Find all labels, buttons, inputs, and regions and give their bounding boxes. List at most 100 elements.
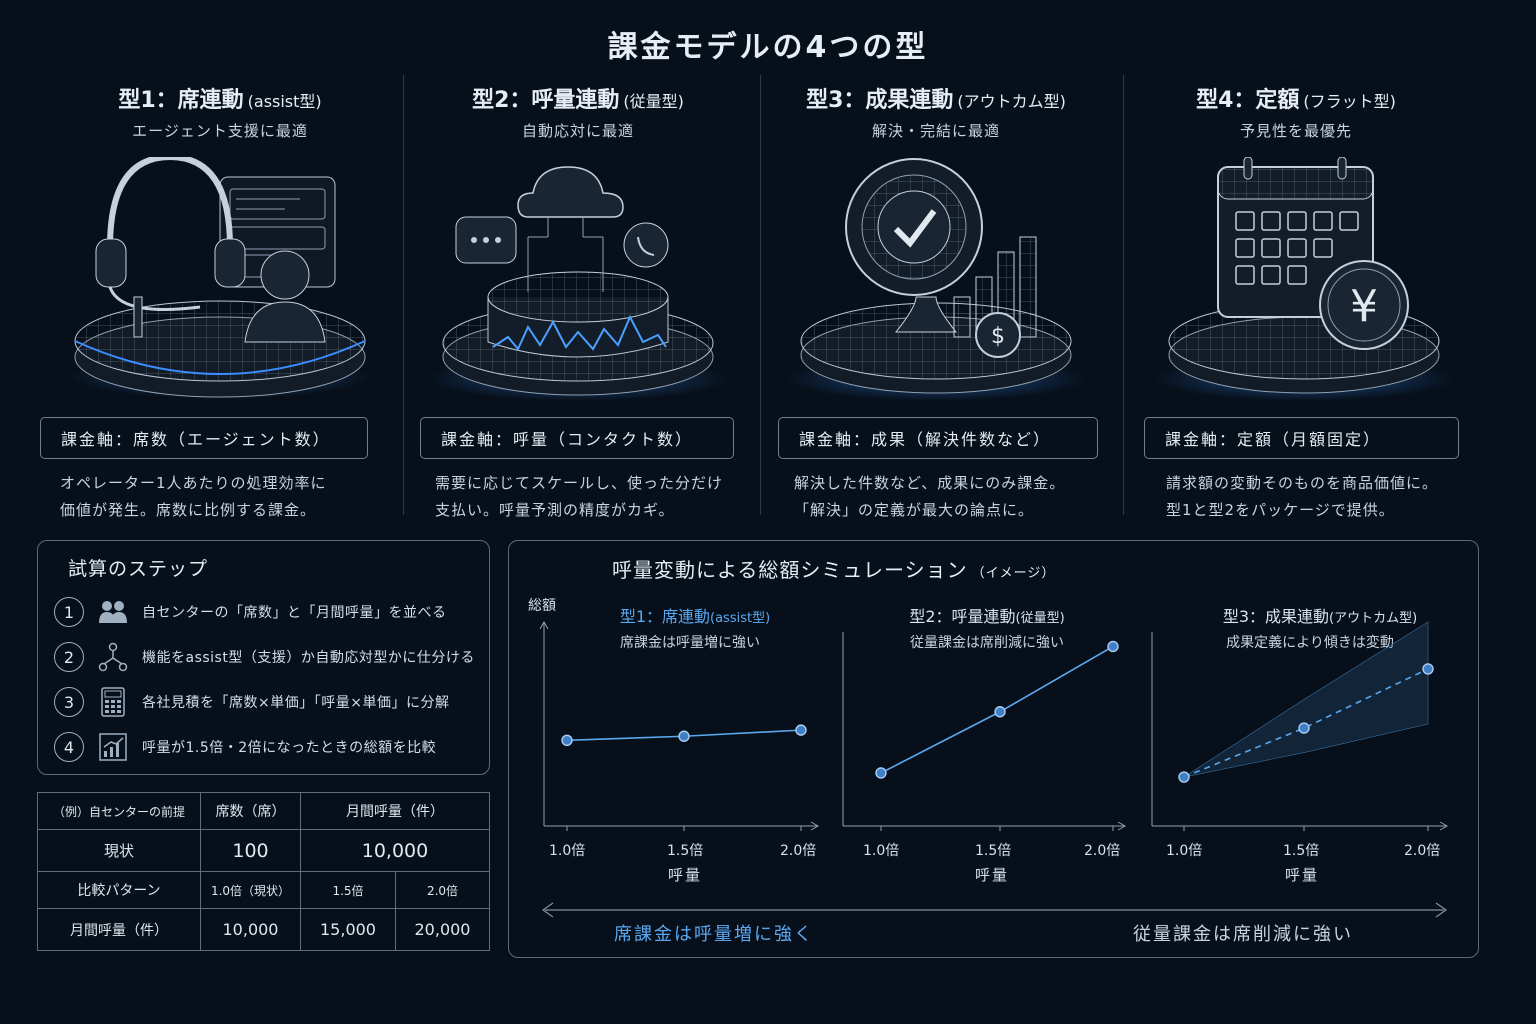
- bottom-right-caption: 従量課金は席削減に強い: [1133, 924, 1353, 945]
- model-description: オペレーター1人あたりの処理効率に 価値が発生。席数に比例する課金。: [60, 474, 327, 519]
- data-point: [1107, 640, 1119, 653]
- chart-title: 型2：呼量連動(従量型): [909, 607, 1065, 626]
- calendar-yen-icon: ¥: [1154, 157, 1454, 401]
- svg-text:¥: ¥: [1350, 281, 1378, 332]
- model-column-3: 型3：成果連動 (アウトカム型) 解決・完結に最適 $ 課金軸：成果（解決件数など…: [756, 72, 1116, 522]
- data-point: [1178, 771, 1190, 783]
- branch-icon: [96, 642, 130, 672]
- model-column-4: 型4：定額 (フラット型) 予見性を最優先 ¥ 課金軸：定額（月額固定） 請求額の…: [1116, 72, 1476, 522]
- model-description: 解決した件数など、成果にのみ課金。 「解決」の定義が最大の論点に。: [794, 474, 1066, 519]
- step-number: 2: [54, 642, 84, 672]
- table-row: 比較パターン 1.0倍（現状） 1.5倍 2.0倍: [37, 871, 490, 909]
- model-heading: 型2：呼量連動 (従量型): [472, 88, 684, 113]
- page-title: 課金モデルの4つの型: [607, 30, 929, 65]
- column-divider: [1123, 75, 1124, 515]
- chart-title: 型1：席連動(assist型): [619, 607, 771, 626]
- step-number: 1: [54, 597, 84, 627]
- billing-axis-box: 課金軸：定額（月額固定）: [1144, 417, 1459, 459]
- model-heading: 型1：席連動 (assist型): [118, 88, 322, 113]
- chart-title: 型3：成果連動(アウトカム型): [1222, 607, 1418, 626]
- people-icon: [96, 597, 130, 627]
- y-axis-arrow: [539, 620, 549, 630]
- data-point: [678, 730, 690, 742]
- table-cell: （例）自センターの前提: [37, 792, 201, 830]
- step-row-4: 4 呼量が1.5倍・2倍になったときの総額を比較: [54, 730, 436, 764]
- column-divider: [403, 75, 404, 515]
- x-tick-label: 1.5倍: [975, 843, 1012, 859]
- series-line: [1183, 668, 1429, 778]
- step-row-1: 1 自センターの「席数」と「月間呼量」を並べる: [54, 595, 447, 629]
- cloud-waveform-icon: [428, 166, 728, 401]
- column-divider: [760, 75, 761, 515]
- x-axis-arrow: [1117, 821, 1127, 831]
- checkmark-target-icon: $: [786, 158, 1086, 401]
- x-axis-arrow: [810, 821, 820, 831]
- chart-subtitle: 従量課金は席削減に強い: [910, 635, 1064, 651]
- uncertainty-band: [1183, 621, 1429, 778]
- step-number: 4: [54, 732, 84, 762]
- x-tick-label: 1.0倍: [863, 843, 900, 859]
- model-tagline: 自動応対に最適: [521, 122, 634, 140]
- simulation-panel: [508, 540, 1479, 958]
- data-point: [561, 734, 573, 747]
- table-cell: 1.0倍（現状）: [200, 871, 301, 909]
- data-point: [994, 706, 1006, 718]
- x-axis-arrow: [1439, 821, 1449, 831]
- x-axis-label: 呼量: [1285, 866, 1320, 884]
- range-arrow-left-head: [541, 902, 554, 918]
- step-text: 呼量が1.5倍・2倍になったときの総額を比較: [142, 740, 437, 756]
- table-cell: 10,000: [200, 908, 301, 951]
- model-tagline: 解決・完結に最適: [871, 122, 1000, 140]
- x-tick-label: 2.0倍: [780, 843, 817, 859]
- billing-axis-box: 課金軸：成果（解決件数など）: [778, 417, 1098, 459]
- x-tick-label: 2.0倍: [1404, 843, 1441, 859]
- step-text: 各社見積を「席数×単価」「呼量×単価」に分解: [142, 695, 450, 711]
- model-heading: 型4：定額 (フラット型): [1196, 88, 1396, 113]
- model-tagline: エージェント支援に最適: [132, 122, 308, 140]
- steps-title: 試算のステップ: [68, 558, 209, 580]
- simulation-title: 呼量変動による総額シミュレーション （イメージ）: [612, 558, 1056, 582]
- model-description: 請求額の変動そのものを商品価値に。 型1と型2をパッケージで提供。: [1166, 474, 1439, 519]
- chart-subtitle: 席課金は呼量増に強い: [620, 635, 760, 651]
- table-row: 月間呼量（件） 10,000 15,000 20,000: [37, 908, 490, 951]
- model-tagline: 予見性を最優先: [1239, 122, 1352, 140]
- chart-subtitle: 成果定義により傾きは変動: [1226, 635, 1394, 651]
- range-arrow-right-head: [1435, 902, 1448, 918]
- bottom-left-caption: 席課金は呼量増に強く: [614, 924, 814, 945]
- data-point: [875, 767, 887, 779]
- table-cell: 20,000: [395, 908, 490, 951]
- x-axis-label: 呼量: [975, 866, 1010, 884]
- table-cell: 2.0倍: [395, 871, 490, 909]
- x-tick-label: 1.0倍: [1166, 843, 1203, 859]
- table-cell: 月間呼量（件）: [300, 792, 490, 830]
- step-text: 自センターの「席数」と「月間呼量」を並べる: [142, 605, 447, 621]
- data-point: [1298, 722, 1310, 734]
- x-tick-label: 1.5倍: [1283, 843, 1320, 859]
- billing-axis-box: 課金軸：呼量（コンタクト数）: [420, 417, 734, 459]
- billing-axis-box: 課金軸：席数（エージェント数）: [40, 417, 368, 459]
- step-text: 機能をassist型（支援）か自動応対型かに仕分ける: [142, 650, 475, 666]
- headset-agent-icon: [70, 157, 370, 399]
- steps-panel: [37, 540, 490, 775]
- svg-text:$: $: [991, 324, 1005, 349]
- data-point: [795, 724, 807, 736]
- model-column-1: 型1：席連動 (assist型) エージェント支援に最適 課金軸：席数（エージェン…: [40, 72, 400, 522]
- premise-table: （例）自センターの前提 席数（席） 月間呼量（件） 現状 100 10,000 …: [37, 792, 490, 951]
- chart-growth-icon: [96, 732, 130, 762]
- table-cell: 100: [200, 829, 301, 872]
- table-cell: 現状: [37, 829, 201, 872]
- x-tick-label: 1.0倍: [549, 843, 586, 859]
- x-axis-label: 呼量: [668, 866, 703, 884]
- model-heading: 型3：成果連動 (アウトカム型): [806, 88, 1066, 113]
- table-cell: 比較パターン: [37, 871, 201, 909]
- step-row-2: 2 機能をassist型（支援）か自動応対型かに仕分ける: [54, 640, 475, 674]
- step-row-3: 3 各社見積を「席数×単価」「呼量×単価」に分解: [54, 685, 449, 719]
- y-axis-label: 総額: [528, 598, 556, 614]
- step-number: 3: [54, 687, 84, 717]
- model-column-2: 型2：呼量連動 (従量型) 自動応対に最適 課金軸：呼量（コンタクト数） 需要に応…: [398, 72, 758, 522]
- calculator-icon: [96, 687, 130, 717]
- x-tick-label: 1.5倍: [667, 843, 704, 859]
- model-description: 需要に応じてスケールし、使った分だけ 支払い。呼量予測の精度がカギ。: [435, 474, 724, 519]
- x-tick-label: 2.0倍: [1084, 843, 1121, 859]
